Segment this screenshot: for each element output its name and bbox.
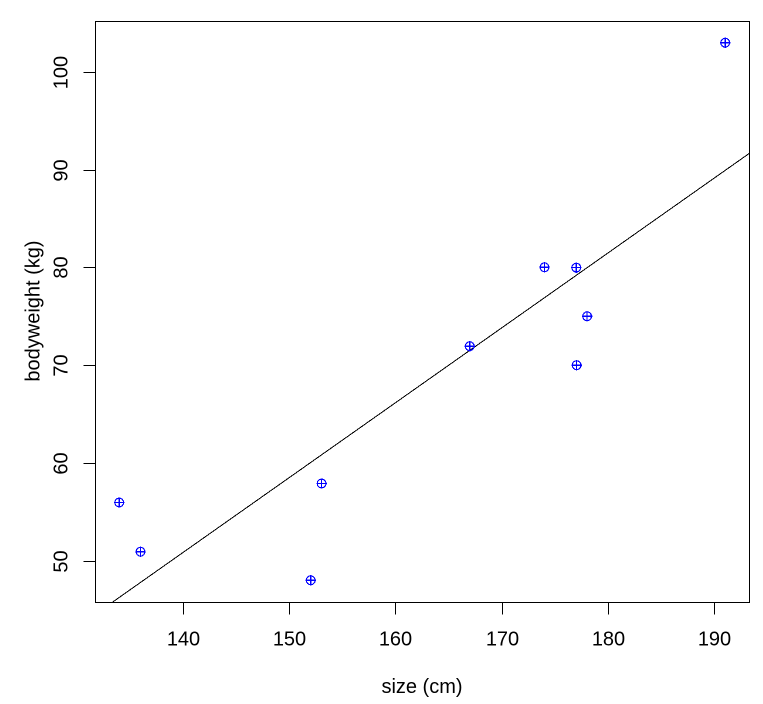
svg-text:size (cm): size (cm) — [381, 676, 462, 698]
svg-text:70: 70 — [51, 354, 73, 376]
svg-text:bodyweight (kg): bodyweight (kg) — [23, 240, 45, 381]
svg-text:50: 50 — [51, 550, 73, 572]
svg-text:140: 140 — [167, 629, 200, 651]
svg-text:180: 180 — [592, 629, 625, 651]
svg-text:90: 90 — [51, 159, 73, 181]
svg-text:60: 60 — [51, 452, 73, 474]
svg-text:160: 160 — [379, 629, 412, 651]
svg-text:190: 190 — [698, 629, 731, 651]
svg-text:150: 150 — [273, 629, 306, 651]
svg-text:100: 100 — [51, 56, 73, 89]
svg-text:170: 170 — [486, 629, 519, 651]
svg-text:80: 80 — [51, 256, 73, 278]
